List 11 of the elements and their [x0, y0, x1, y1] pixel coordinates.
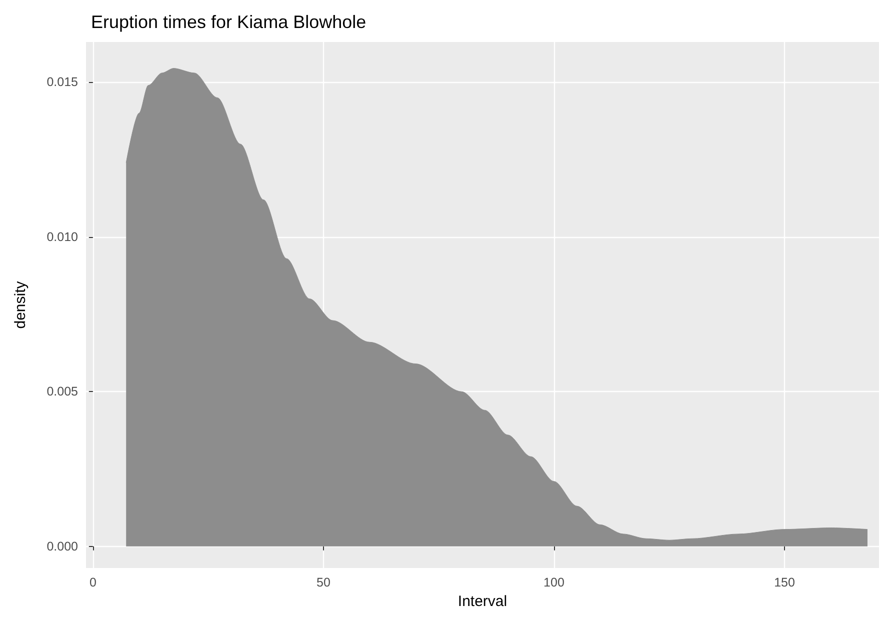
chart-title: Eruption times for Kiama Blowhole	[91, 12, 366, 32]
x-tick-label: 100	[544, 576, 564, 590]
y-tick-label: 0.000	[46, 539, 78, 554]
x-tick-label: 150	[774, 576, 795, 590]
x-axis-title: Interval	[458, 592, 508, 610]
y-tick-label: 0.015	[46, 75, 78, 90]
x-tick-label: 0	[89, 576, 96, 590]
y-axis-title: density	[12, 280, 29, 329]
y-tick-label: 0.010	[46, 230, 78, 244]
y-tick-label: 0.005	[46, 384, 78, 399]
x-tick-label: 50	[316, 576, 330, 590]
